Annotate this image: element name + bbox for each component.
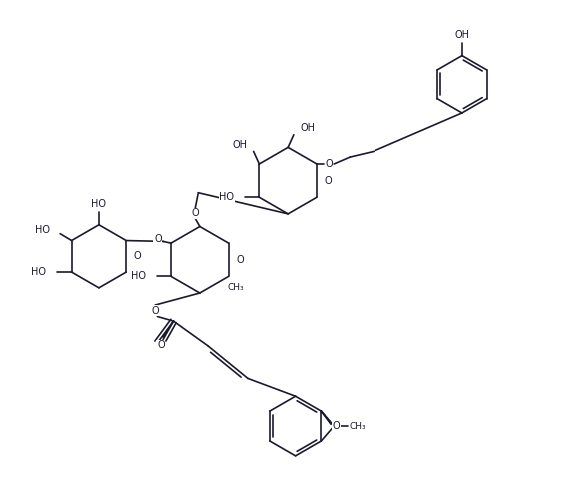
Text: CH₃: CH₃ [349,422,366,431]
Text: OH: OH [301,124,316,133]
Text: O: O [152,306,160,316]
Text: O: O [236,255,244,265]
Text: OH: OH [233,140,248,150]
Text: O: O [332,421,340,431]
Text: CH₃: CH₃ [227,283,244,292]
Text: O: O [192,208,199,218]
Text: HO: HO [35,225,50,235]
Text: O: O [134,251,141,261]
Text: HO: HO [219,192,234,202]
Text: O: O [157,340,165,350]
Text: HO: HO [32,267,46,277]
Text: O: O [324,176,332,186]
Text: HO: HO [91,199,106,209]
Text: O: O [154,234,162,244]
Text: HO: HO [131,271,146,281]
Text: O: O [325,159,333,169]
Text: OH: OH [455,30,470,40]
